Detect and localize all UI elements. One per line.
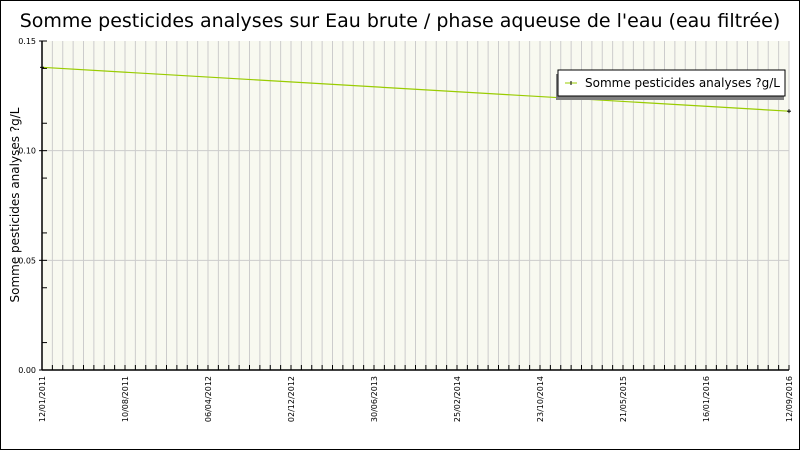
- x-tick-label: 06/04/2012: [204, 376, 213, 422]
- x-tick-label: 02/12/2012: [287, 376, 296, 422]
- x-tick-label: 12/09/2016: [785, 376, 794, 422]
- x-tick-label: 12/01/2011: [38, 376, 47, 422]
- x-tick-label: 23/10/2014: [536, 376, 545, 422]
- legend-label: Somme pesticides analyses ?g/L: [585, 76, 780, 90]
- legend-box: [557, 69, 786, 97]
- y-axis-label: Somme pesticides analyses ?g/L: [8, 107, 22, 302]
- x-tick-label: 16/01/2016: [702, 376, 711, 422]
- x-tick-label: 30/06/2013: [370, 376, 379, 422]
- series-line: [41, 66, 790, 112]
- x-tick-label: 21/05/2015: [619, 376, 628, 422]
- x-tick-label: 25/02/2014: [453, 376, 462, 422]
- x-tick-label: 10/08/2011: [121, 376, 130, 422]
- y-tick-label: 0.10: [18, 147, 36, 156]
- y-tick-label: 0.00: [18, 366, 36, 375]
- y-tick-label: 0.05: [18, 256, 36, 265]
- chart-title: Somme pesticides analyses sur Eau brute …: [20, 10, 781, 32]
- y-tick-label: 0.15: [18, 37, 36, 46]
